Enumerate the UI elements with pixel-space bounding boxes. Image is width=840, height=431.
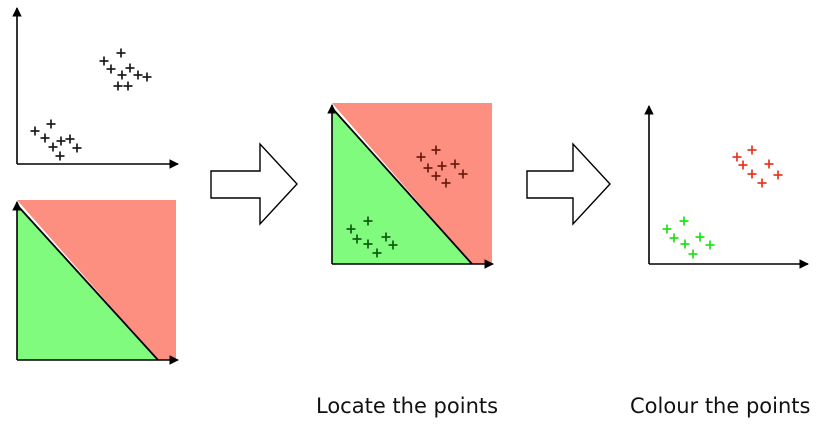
plus-mark [72,143,82,153]
plus-mark [679,216,689,226]
plus-mark [747,145,757,155]
plus-mark [450,159,460,169]
plus-mark [662,224,672,234]
plus-mark [441,178,451,188]
coloured-points-plot [644,105,809,269]
plus-mark [46,119,56,129]
plus-mark [458,169,468,179]
plus-mark [346,224,356,234]
plus-mark [142,72,152,82]
plus-mark [113,81,123,91]
located-points-plot [327,103,494,269]
colour-caption: Colour the points [630,394,811,418]
plus-mark [363,239,373,249]
plus-mark [363,216,373,226]
plus-mark [352,234,362,244]
plus-mark [133,70,143,80]
plus-mark [48,142,58,152]
plus-mark [705,240,715,250]
decision-region-plot [12,200,179,365]
plus-mark [680,239,690,249]
plus-mark [55,151,65,161]
red-region [332,103,492,264]
plus-mark [99,56,109,66]
plus-mark [30,126,40,136]
plus-mark [117,70,127,80]
plus-mark [688,249,698,259]
plus-mark [431,171,441,181]
plus-mark [757,178,767,188]
plus-mark [388,240,398,250]
green-region-cluster [346,216,398,258]
plus-mark [669,233,679,243]
raw-points-plot [12,7,179,169]
decision-boundary [16,204,159,361]
red-cluster [732,145,783,188]
plus-mark [65,134,75,144]
plus-mark [423,163,433,173]
plus-mark [773,170,783,180]
plus-mark [747,169,757,179]
green-cluster [662,216,715,259]
arrow-2 [526,142,611,226]
plus-mark [416,152,426,162]
plus-mark [40,133,50,143]
plus-mark [125,63,135,73]
plus-mark [732,152,742,162]
plus-mark [116,48,126,58]
plus-mark [695,232,705,242]
plus-mark [431,145,441,155]
plus-mark [56,136,66,146]
plus-mark [106,64,116,74]
lower-cluster [30,119,82,161]
decision-boundary [331,107,473,265]
red-region-cluster [416,145,468,188]
arrow-1 [210,142,298,226]
plus-mark [738,160,748,170]
red-region [17,200,176,360]
upper-cluster [99,48,152,91]
plus-mark [437,161,447,171]
locate-caption: Locate the points [316,394,499,418]
plus-mark [123,81,133,91]
plus-mark [372,248,382,258]
plus-mark [764,159,774,169]
plus-mark [381,232,391,242]
